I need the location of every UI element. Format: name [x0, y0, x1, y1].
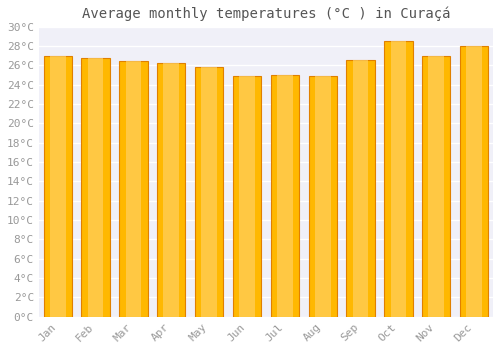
Bar [428, 56, 444, 317]
Bar [119, 61, 148, 317]
Bar [195, 68, 224, 317]
Bar [390, 41, 406, 317]
Bar [202, 68, 217, 317]
Bar [422, 56, 450, 317]
Title: Average monthly temperatures (°C ) in Curaçá: Average monthly temperatures (°C ) in Cu… [82, 7, 450, 21]
Bar [44, 56, 72, 317]
Bar [239, 76, 255, 317]
Bar [270, 75, 299, 317]
Bar [315, 76, 330, 317]
Bar [233, 76, 261, 317]
Bar [88, 58, 104, 317]
Bar [384, 41, 412, 317]
Bar [277, 75, 292, 317]
Bar [353, 60, 368, 317]
Bar [157, 63, 186, 317]
Bar [346, 60, 375, 317]
Bar [50, 56, 66, 317]
Bar [460, 46, 488, 317]
Bar [126, 61, 141, 317]
Bar [308, 76, 337, 317]
Bar [164, 63, 179, 317]
Bar [466, 46, 482, 317]
Bar [82, 58, 110, 317]
